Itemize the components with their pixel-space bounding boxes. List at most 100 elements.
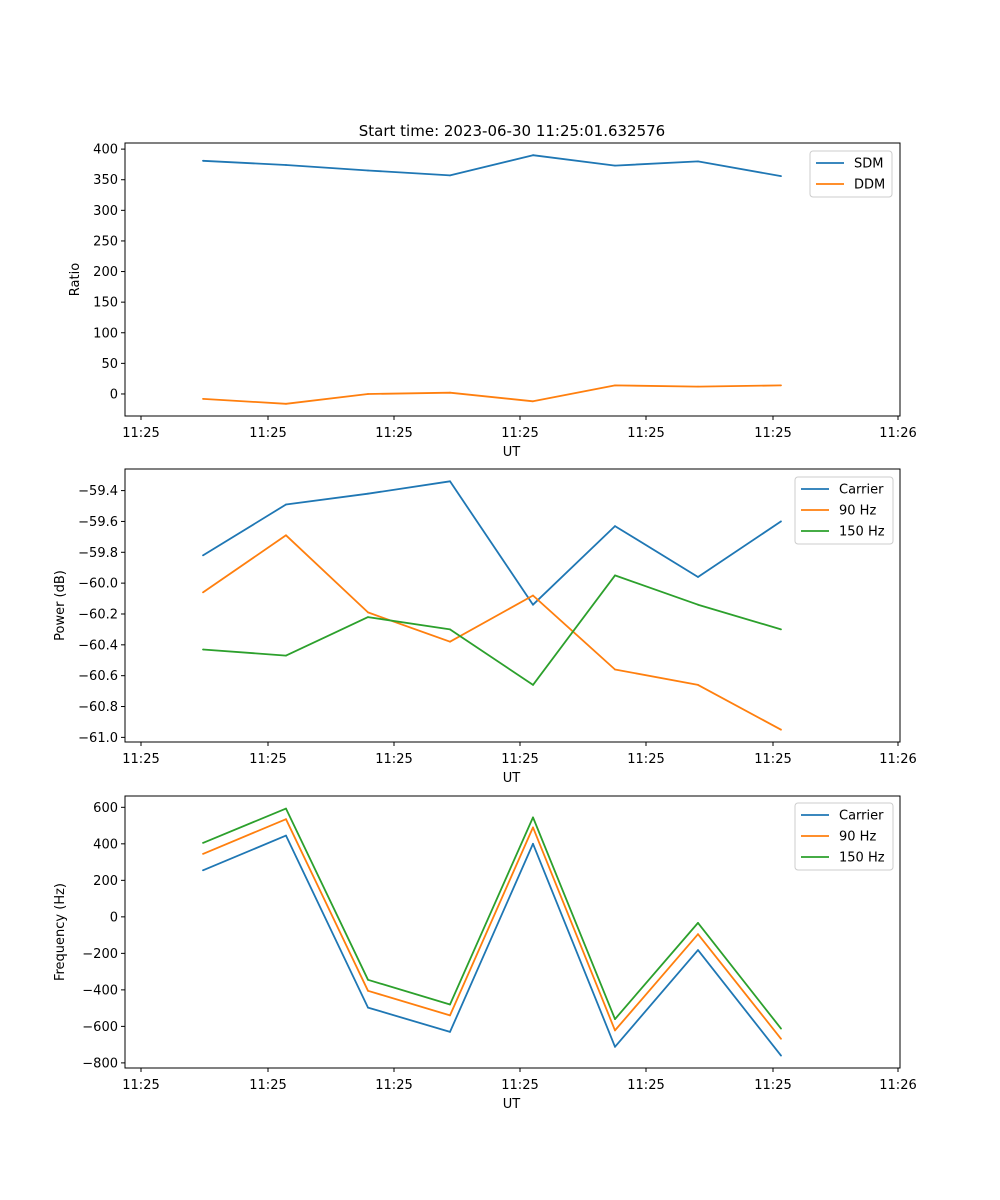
legend-label: 90 Hz	[839, 504, 876, 519]
data-point	[697, 684, 699, 686]
axes-frame	[124, 142, 901, 417]
data-point	[780, 384, 782, 387]
data-point	[532, 594, 534, 597]
data-point	[780, 520, 782, 523]
x-tick-label: 11:25	[249, 1078, 286, 1093]
data-point	[285, 503, 287, 506]
y-tick-label: 350	[93, 173, 118, 188]
data-point	[202, 648, 204, 651]
figure-title: Start time: 2023-06-30 11:25:01.632576	[359, 122, 665, 140]
chart-panel-1: 0 50 100 150 200 250 300 350 400 11:25 11:25 11:25 1…	[68, 142, 917, 460]
data-point	[697, 603, 699, 606]
data-point	[202, 159, 204, 162]
data-point	[367, 1006, 369, 1009]
y-tick-label: −59.6	[78, 515, 118, 530]
data-point	[697, 576, 699, 578]
x-tick-label: 11:25	[627, 752, 664, 767]
x-tick-label: 11:26	[879, 426, 916, 441]
data-point	[780, 728, 782, 731]
legend-label: 150 Hz	[839, 851, 885, 866]
legend-box	[794, 802, 894, 871]
legend-label: SDM	[854, 157, 883, 172]
y-tick-label: −59.8	[78, 546, 118, 561]
data-point	[202, 591, 204, 594]
y-tick-label: 200	[93, 874, 118, 889]
axes-frame	[124, 795, 901, 1069]
data-point	[202, 853, 204, 855]
y-tick-label: 150	[93, 296, 118, 311]
data-point	[532, 816, 534, 819]
y-tick-label: −60.4	[78, 638, 118, 653]
data-point	[367, 989, 369, 992]
x-tick-label: 11:25	[501, 1078, 538, 1093]
data-point	[780, 1054, 782, 1057]
y-tick-label: 50	[101, 357, 118, 372]
y-tick-label: 400	[93, 837, 118, 852]
data-point	[285, 402, 287, 405]
data-point	[532, 400, 534, 403]
data-point	[449, 391, 451, 394]
data-point	[449, 1031, 451, 1033]
x-tick-label: 11:25	[627, 1078, 664, 1093]
data-point	[285, 807, 287, 810]
series-line-150-hz	[202, 807, 782, 1030]
x-tick-label: 11:25	[375, 752, 412, 767]
data-point	[285, 834, 287, 837]
data-point	[449, 640, 451, 643]
legend-label: DDM	[854, 178, 885, 193]
data-point	[285, 534, 287, 537]
data-point	[449, 628, 451, 631]
x-tick-label: 11:25	[375, 1078, 412, 1093]
y-axis-label: Ratio	[68, 263, 83, 296]
y-tick-label: 100	[93, 326, 118, 341]
data-point	[780, 175, 782, 178]
y-tick-label: −200	[82, 947, 118, 962]
data-point	[202, 398, 204, 400]
legend-label: 150 Hz	[839, 525, 885, 540]
y-tick-label: −61.0	[78, 731, 118, 746]
data-point	[614, 164, 616, 167]
y-axis-label: Frequency (Hz)	[53, 883, 68, 981]
data-point	[614, 384, 616, 387]
data-point	[285, 654, 287, 657]
x-tick-label: 11:25	[249, 426, 286, 441]
y-tick-label: −60.8	[78, 700, 118, 715]
chart-panel-3: −800 −600 −400 −200 0 200 400 600 11:25 11:25 11:2…	[53, 795, 917, 1112]
series-line-150-hz	[202, 574, 782, 686]
y-tick-label: 400	[93, 143, 118, 158]
y-tick-label: −600	[82, 1020, 118, 1035]
axes-frame	[124, 468, 901, 743]
y-tick-label: 300	[93, 204, 118, 219]
data-point	[367, 611, 369, 614]
data-point	[697, 385, 699, 388]
legend-label: 90 Hz	[839, 830, 876, 845]
data-point	[780, 628, 782, 631]
y-axis-label: Power (dB)	[53, 570, 68, 641]
data-point	[449, 1003, 451, 1006]
y-tick-label: 0	[110, 387, 118, 402]
y-tick-label: 250	[93, 234, 118, 249]
data-point	[614, 668, 616, 671]
plots-group: 0 50 100 150 200 250 300 350 400 11:25 11:25 11:25 1…	[53, 142, 917, 1112]
y-tick-label: −800	[82, 1056, 118, 1071]
y-tick-label: −60.6	[78, 669, 118, 684]
data-point	[780, 1037, 782, 1040]
data-point	[780, 1027, 782, 1030]
legend: SDM DDM	[809, 150, 893, 198]
legend: Carrier 90 Hz 150 Hz	[794, 802, 894, 871]
data-point	[614, 525, 616, 527]
y-tick-label: −60.0	[78, 577, 118, 592]
x-tick-label: 11:25	[122, 752, 159, 767]
data-point	[285, 164, 287, 166]
x-axis-label: UT	[503, 1097, 521, 1112]
data-point	[697, 160, 699, 163]
series-line-ddm	[202, 384, 782, 405]
data-point	[614, 1018, 616, 1020]
series-line-sdm	[202, 154, 782, 177]
data-point	[532, 603, 534, 606]
chart-panel-2: −61.0 −60.8 −60.6 −60.4 −60.2 −60.0 −59.8 −59.6…	[53, 468, 917, 786]
data-point	[614, 574, 616, 577]
x-tick-label: 11:25	[754, 752, 791, 767]
y-tick-label: −400	[82, 983, 118, 998]
